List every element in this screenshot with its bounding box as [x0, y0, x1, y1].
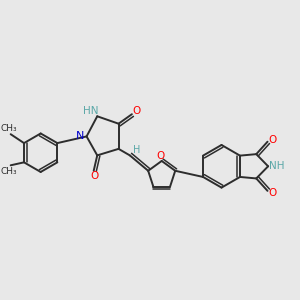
Text: O: O — [90, 171, 98, 181]
Text: CH₃: CH₃ — [0, 167, 17, 176]
Text: O: O — [268, 135, 276, 145]
Text: O: O — [133, 106, 141, 116]
Text: N: N — [76, 131, 84, 141]
Text: O: O — [156, 151, 164, 160]
Text: CH₃: CH₃ — [0, 124, 17, 133]
Text: O: O — [268, 188, 276, 198]
Text: H: H — [133, 145, 140, 155]
Text: HN: HN — [83, 106, 98, 116]
Text: NH: NH — [269, 161, 284, 171]
